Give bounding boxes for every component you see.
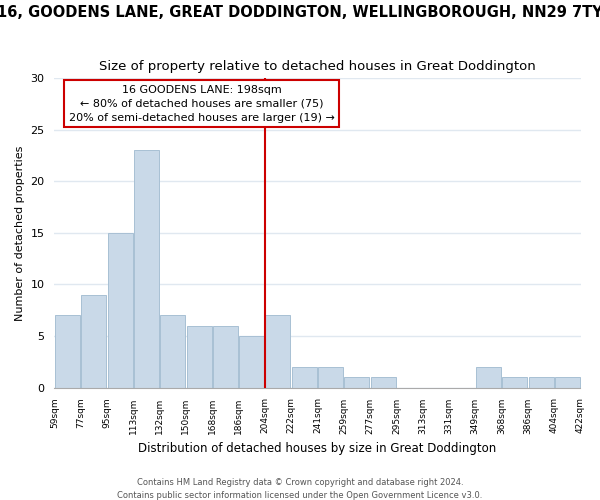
Bar <box>318 367 343 388</box>
Bar <box>344 378 370 388</box>
X-axis label: Distribution of detached houses by size in Great Doddington: Distribution of detached houses by size … <box>139 442 497 455</box>
Title: Size of property relative to detached houses in Great Doddington: Size of property relative to detached ho… <box>99 60 536 73</box>
Y-axis label: Number of detached properties: Number of detached properties <box>15 146 25 320</box>
Text: 16, GOODENS LANE, GREAT DODDINGTON, WELLINGBOROUGH, NN29 7TY: 16, GOODENS LANE, GREAT DODDINGTON, WELL… <box>0 5 600 20</box>
Bar <box>265 316 290 388</box>
Bar <box>134 150 159 388</box>
Text: 16 GOODENS LANE: 198sqm
← 80% of detached houses are smaller (75)
20% of semi-de: 16 GOODENS LANE: 198sqm ← 80% of detache… <box>69 84 335 122</box>
Bar <box>502 378 527 388</box>
Bar <box>187 326 212 388</box>
Bar <box>160 316 185 388</box>
Bar <box>529 378 554 388</box>
Bar <box>371 378 396 388</box>
Bar <box>292 367 317 388</box>
Bar <box>555 378 580 388</box>
Bar <box>107 233 133 388</box>
Bar <box>239 336 264 388</box>
Bar <box>213 326 238 388</box>
Bar <box>55 316 80 388</box>
Text: Contains HM Land Registry data © Crown copyright and database right 2024.
Contai: Contains HM Land Registry data © Crown c… <box>118 478 482 500</box>
Bar <box>82 295 106 388</box>
Bar <box>476 367 501 388</box>
